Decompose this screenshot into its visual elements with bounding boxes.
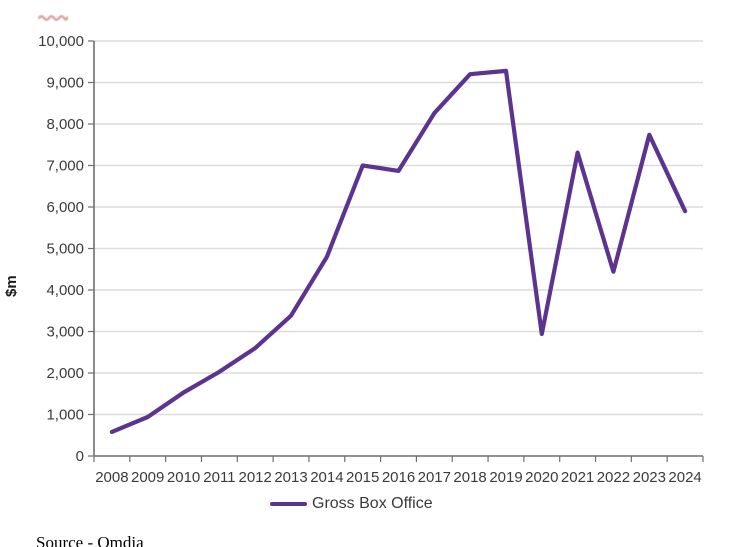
y-tick-label: 1,000 [46, 407, 84, 424]
x-tick-label: 2023 [633, 469, 666, 486]
legend-line-swatch [270, 501, 307, 507]
x-tick-label: 2011 [203, 469, 235, 486]
x-tick-label: 2022 [597, 469, 630, 486]
x-tick-label: 2016 [382, 469, 415, 486]
y-tick-label: 0 [76, 448, 84, 465]
x-tick-label: 2018 [453, 469, 486, 486]
y-tick-label: 4,000 [46, 282, 84, 299]
x-tick-label: 2010 [167, 469, 200, 486]
y-tick-label: 5,000 [46, 241, 84, 258]
x-tick-label: 2012 [239, 469, 272, 486]
legend-label: Gross Box Office [312, 495, 433, 512]
x-tick-label: 2021 [561, 469, 594, 486]
x-tick-label: 2009 [131, 469, 164, 486]
source-name: Omdia [97, 533, 144, 547]
y-tick-label: 8,000 [46, 116, 84, 133]
series-line [109, 68, 688, 434]
legend: Gross Box Office [270, 495, 433, 513]
x-tick-label: 2017 [418, 469, 451, 486]
y-tick-label: 6,000 [46, 199, 84, 216]
source-prefix: Source - [36, 533, 98, 547]
red-scribble-artifact [38, 15, 68, 21]
y-tick-label: 7,000 [46, 158, 84, 175]
x-tick-label: 2020 [525, 469, 558, 486]
x-tick-label: 2014 [310, 469, 343, 486]
x-tick-label: 2013 [274, 469, 307, 486]
x-tick-label: 2008 [95, 469, 128, 486]
y-axis-title: $m [3, 275, 20, 297]
y-tick-label: 10,000 [38, 33, 84, 50]
x-tick-label: 2019 [489, 469, 522, 486]
y-tick-label: 3,000 [46, 324, 84, 341]
y-tick-label: 9,000 [46, 75, 84, 92]
source-note: Source - Omdia [19, 513, 144, 547]
x-tick-label: 2024 [668, 469, 701, 486]
y-tick-label: 2,000 [46, 365, 84, 382]
x-tick-label: 2015 [346, 469, 379, 486]
